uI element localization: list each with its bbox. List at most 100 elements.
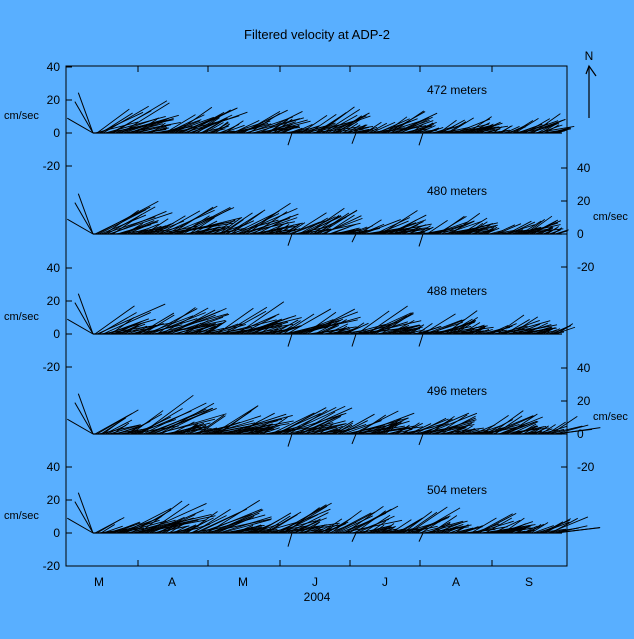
velocity-stick-5-228 [550, 517, 578, 534]
north-label: N [585, 49, 594, 63]
velocity-stick-2-115 [324, 214, 355, 235]
velocity-stick-early-4-0 [74, 402, 94, 435]
month-label-1: A [168, 575, 176, 589]
y-tick-label-3-2: 20 [47, 294, 61, 308]
velocity-stick-3-56 [206, 321, 226, 335]
velocity-stick-3-106 [306, 308, 356, 335]
velocity-stick-5-63 [220, 519, 271, 534]
y-unit-label-3: cm/sec [4, 311, 39, 323]
velocity-stick-2-183 [460, 217, 488, 235]
plot-frame [65, 65, 568, 567]
velocity-stick-4-226 [546, 421, 566, 435]
velocity-stick-2-190 [474, 224, 491, 235]
velocity-stick-4-99 [292, 407, 353, 435]
y-tick-label-3-3: 40 [47, 261, 61, 275]
velocity-stick-1-145 [384, 116, 408, 134]
velocity-stick-early-5-0 [74, 501, 94, 534]
velocity-stick-2-162 [418, 226, 434, 235]
velocity-stick-3-208 [510, 316, 539, 335]
velocity-stick-5-224 [542, 521, 564, 534]
velocity-stick-4-145 [384, 422, 402, 435]
velocity-stick-early-1-2 [67, 117, 94, 134]
velocity-stick-3-76 [246, 321, 289, 335]
velocity-stick-2-11 [116, 221, 158, 235]
velocity-stick-4-183 [460, 428, 476, 435]
velocity-stick-5-35 [164, 523, 182, 534]
velocity-stick-1-124 [342, 122, 359, 134]
velocity-stick-1-3 [100, 112, 133, 134]
velocity-stick-4-151 [396, 424, 410, 435]
velocity-stick-2-95 [284, 223, 301, 235]
velocity-stick-3-82 [258, 322, 278, 335]
velocity-stick-5-93 [280, 514, 318, 534]
velocity-stick-4-63 [220, 414, 293, 435]
y-tick-label-3-0: -20 [43, 360, 61, 374]
velocity-stick-3-116 [326, 323, 349, 335]
velocity-stick-3-85 [264, 326, 282, 335]
velocity-stick-3-188 [470, 325, 486, 335]
velocity-stick-5-37 [168, 524, 183, 534]
velocity-stick-5-219 [532, 525, 554, 534]
velocity-stick-5-9 [112, 522, 141, 534]
velocity-stick-5-188 [470, 517, 497, 534]
velocity-stick-4-92 [278, 415, 311, 435]
velocity-stick-4-123 [340, 420, 368, 435]
velocity-stick-2-62 [218, 217, 242, 235]
velocity-stick-3-105 [304, 311, 337, 335]
velocity-stick-1-141 [376, 118, 410, 134]
velocity-stick-2-56 [206, 225, 229, 235]
velocity-stick-2-106 [306, 207, 345, 235]
velocity-stick-3-61 [216, 307, 254, 335]
velocity-stick-2-230 [554, 229, 569, 235]
velocity-stick-5-218 [530, 522, 549, 534]
velocity-stick-5-105 [304, 521, 320, 534]
velocity-stick-4-120 [334, 422, 353, 435]
velocity-stick-5-22 [138, 500, 183, 534]
velocity-stick-5-152 [398, 519, 421, 534]
velocity-stick-3-8 [110, 317, 135, 335]
velocity-stick-3-207 [508, 324, 558, 335]
velocity-stick-4-223 [540, 424, 556, 435]
velocity-stick-1-167 [428, 127, 440, 134]
velocity-stick-2-178 [450, 212, 481, 235]
velocity-stick-4-191 [476, 425, 502, 435]
velocity-stick-early-3-0 [74, 302, 94, 335]
velocity-stick-3-225 [544, 329, 558, 335]
velocity-stick-5-168 [430, 515, 458, 534]
velocity-stick-4-212 [518, 423, 537, 435]
velocity-stick-5-26 [146, 503, 190, 534]
velocity-stick-early-5-1 [77, 492, 94, 534]
velocity-stick-4-131 [356, 414, 387, 435]
velocity-stick-3-179 [452, 316, 478, 335]
velocity-stick-3-143 [380, 312, 414, 335]
y-tick-label-4-1: 0 [577, 427, 584, 441]
velocity-stick-2-90 [274, 224, 290, 235]
velocity-stick-3-147 [388, 319, 415, 335]
velocity-stick-down-5-2 [418, 532, 424, 542]
velocity-stick-4-114 [322, 428, 338, 435]
velocity-stick-1-186 [466, 116, 492, 134]
velocity-stick-5-46 [186, 511, 218, 534]
velocity-stick-2-182 [458, 226, 497, 235]
velocity-stick-5-102 [298, 521, 321, 534]
panel-1: -20 0 20 40 cm/sec 472 meters [4, 60, 575, 173]
velocity-stick-3-28 [150, 312, 206, 335]
velocity-stick-early-1-0 [74, 101, 94, 134]
velocity-stick-1-4 [102, 105, 149, 134]
velocity-stick-3-146 [386, 324, 410, 335]
velocity-stick-4-66 [226, 420, 278, 435]
velocity-stick-1-46 [186, 111, 225, 134]
velocity-stick-4-81 [256, 423, 273, 435]
velocity-stick-4-59 [212, 405, 258, 435]
velocity-stick-5-144 [382, 526, 395, 534]
velocity-stick-1-160 [414, 122, 434, 134]
velocity-stick-4-206 [506, 413, 538, 435]
velocity-stick-5-126 [346, 508, 392, 534]
velocity-stick-2-32 [158, 210, 201, 235]
velocity-stick-2-201 [496, 223, 522, 235]
velocity-stick-4-193 [480, 414, 509, 435]
velocity-stick-3-27 [148, 308, 198, 335]
velocity-stick-3-224 [542, 327, 556, 335]
velocity-stick-2-130 [354, 227, 379, 235]
velocity-stick-4-132 [358, 412, 415, 435]
